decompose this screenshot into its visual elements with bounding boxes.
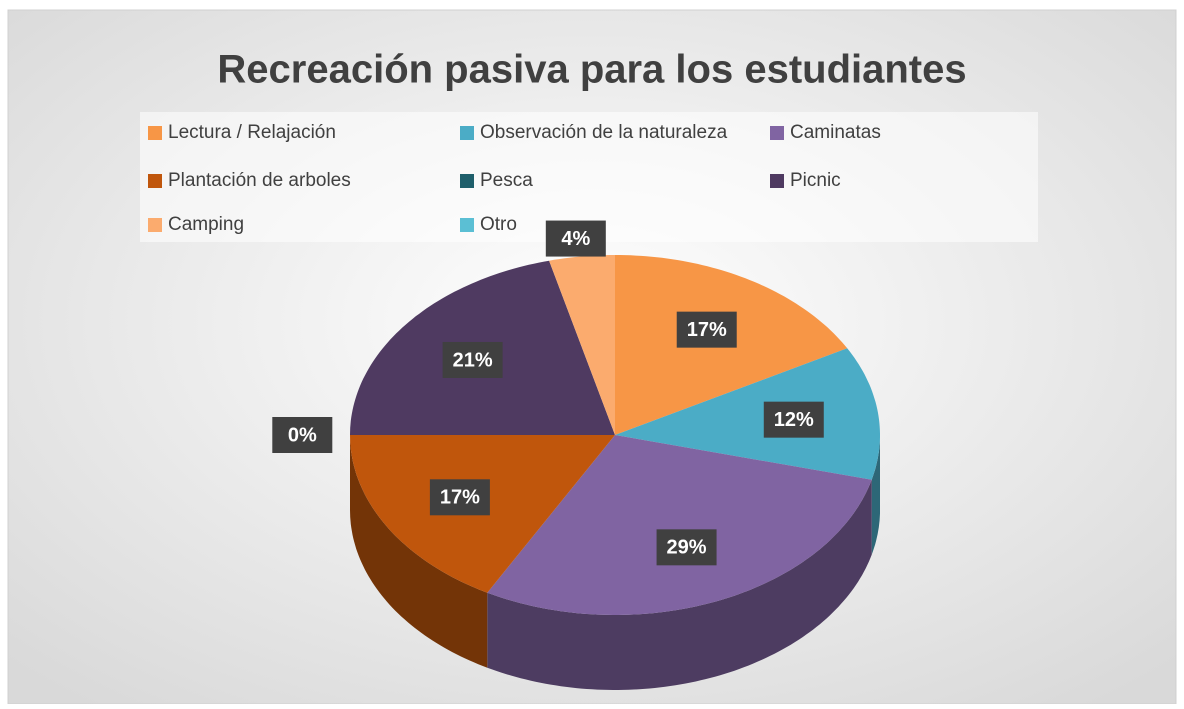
pie-side [487,479,872,690]
legend-label: Lectura / Relajación [168,122,336,143]
legend-label: Plantación de arboles [168,170,351,191]
data-label-box [442,341,503,378]
data-label: 17% [687,319,727,341]
legend-swatch [770,174,784,188]
pie-slice [487,435,872,615]
pie-side [871,435,880,555]
legend-swatch [770,126,784,140]
legend-swatch [148,174,162,188]
legend-label: Observación de la naturaleza [480,122,728,143]
legend-swatch [148,126,162,140]
data-label-box [272,417,333,453]
data-label-box [429,479,490,516]
legend-swatch [148,218,162,232]
pie-side [350,435,488,668]
data-label: 4% [561,228,590,250]
legend-swatch [460,126,474,140]
legend-swatch [460,174,474,188]
pie-slice [549,255,615,435]
legend-swatch [460,218,474,232]
legend-label: Camping [168,214,244,235]
legend-label: Otro [480,214,517,235]
data-label: 17% [440,487,480,509]
data-label: 12% [774,409,814,431]
chart-title: Recreación pasiva para los estudiantes [217,48,966,92]
legend-label: Pesca [480,170,533,191]
pie-slice [615,348,880,480]
data-label-box [656,529,717,566]
data-label-box [545,220,606,257]
data-label-box [763,401,824,438]
data-label-box [676,311,737,348]
data-label: 21% [453,349,493,371]
legend-box [140,112,1038,242]
data-label: 29% [667,537,707,559]
legend-label: Picnic [790,170,841,191]
data-label: 0% [288,424,317,446]
legend-label: Caminatas [790,122,881,143]
